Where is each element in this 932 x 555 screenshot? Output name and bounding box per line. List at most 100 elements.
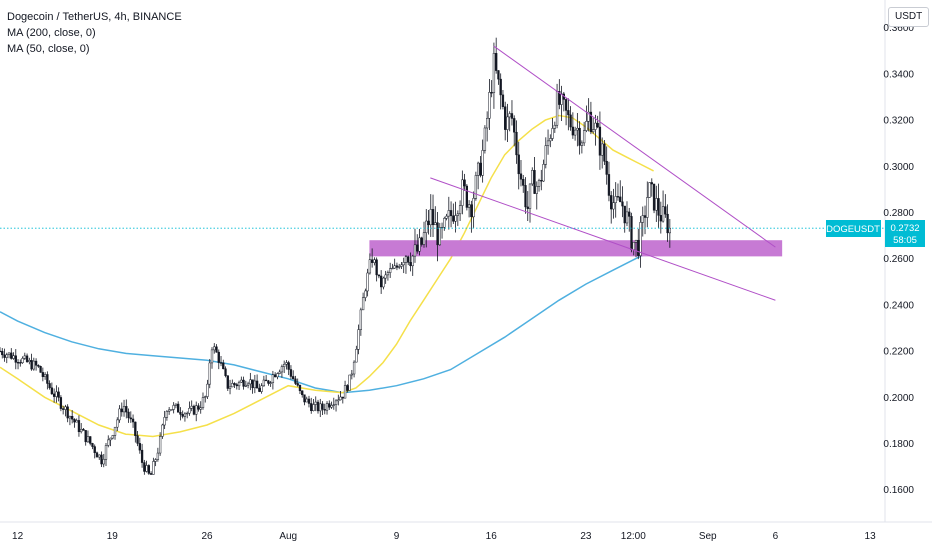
candle-body bbox=[16, 362, 20, 364]
candle-body bbox=[382, 277, 385, 288]
candle-body bbox=[497, 70, 500, 80]
candle-body bbox=[102, 459, 105, 465]
candle-body bbox=[393, 265, 396, 269]
candle-body bbox=[183, 413, 187, 417]
candle-body bbox=[564, 99, 568, 111]
candle-body bbox=[337, 399, 340, 402]
candle-body bbox=[91, 443, 94, 447]
time-axis[interactable]: 12 19 26 Aug 9 16 23 12:00 Sep 6 13 bbox=[12, 531, 876, 542]
candle-body bbox=[470, 204, 473, 218]
candle-body bbox=[125, 406, 128, 413]
candle-body bbox=[501, 94, 505, 107]
candle-body bbox=[134, 421, 137, 436]
candle-body bbox=[427, 220, 430, 226]
candle-body bbox=[355, 349, 358, 363]
candle-body bbox=[576, 127, 579, 131]
candle-body bbox=[80, 428, 83, 433]
candle-body bbox=[201, 397, 205, 409]
candle-body bbox=[213, 346, 216, 351]
candle-body bbox=[264, 379, 268, 382]
candle-body bbox=[614, 196, 617, 203]
currency-badge[interactable]: USDT bbox=[888, 7, 930, 27]
candle-body bbox=[122, 406, 126, 413]
ma50-legend[interactable]: MA (50, close, 0) bbox=[7, 43, 90, 55]
candle-body bbox=[431, 209, 435, 226]
candle-body bbox=[474, 175, 478, 199]
candle-body bbox=[192, 405, 196, 415]
candle-body bbox=[55, 391, 58, 397]
candle-body bbox=[14, 355, 17, 363]
candle-body bbox=[0, 350, 2, 353]
candle-body bbox=[571, 126, 575, 136]
ma50-line-group bbox=[0, 114, 654, 438]
candle-body bbox=[21, 358, 24, 363]
y-tick-label: 0.2400 bbox=[883, 300, 914, 311]
candle-body bbox=[380, 275, 383, 288]
candle-body bbox=[589, 111, 593, 133]
price-label-box bbox=[885, 220, 925, 247]
candle-body bbox=[553, 124, 556, 129]
candle-body bbox=[504, 106, 507, 130]
candle-body bbox=[251, 379, 254, 389]
candle-body bbox=[418, 237, 421, 252]
candle-body bbox=[280, 366, 284, 373]
candle-body bbox=[260, 385, 263, 392]
candle-body bbox=[603, 143, 606, 162]
candle-body bbox=[296, 383, 299, 386]
y-tick-label: 0.2800 bbox=[883, 208, 914, 219]
candle-body bbox=[154, 459, 157, 462]
candle-body bbox=[292, 376, 295, 380]
candle-body bbox=[598, 126, 602, 156]
y-tick-label: 0.3000 bbox=[883, 162, 914, 173]
candle-body bbox=[25, 355, 29, 363]
symbol-title[interactable]: Dogecoin / TetherUS, 4h, BINANCE bbox=[7, 11, 182, 23]
candle-body bbox=[278, 371, 281, 374]
candle-body bbox=[416, 244, 419, 252]
candle-body bbox=[206, 383, 209, 397]
x-tick-label: 12 bbox=[12, 531, 24, 542]
candle-body bbox=[158, 436, 162, 454]
ma50-line bbox=[0, 114, 654, 438]
candle-body bbox=[517, 154, 520, 175]
candle-body bbox=[668, 227, 671, 234]
candle-body bbox=[249, 379, 252, 385]
candle-body bbox=[240, 379, 243, 383]
candle-body bbox=[197, 405, 200, 410]
ma200-legend[interactable]: MA (200, close, 0) bbox=[7, 27, 96, 39]
candle-body bbox=[389, 268, 392, 273]
candle-body bbox=[107, 439, 110, 446]
candle-body bbox=[540, 180, 543, 182]
candle-body bbox=[219, 362, 223, 364]
candle-body bbox=[634, 239, 638, 243]
candle-body bbox=[339, 396, 342, 401]
candle-body bbox=[425, 220, 428, 233]
candle-body bbox=[330, 405, 333, 408]
candle-body bbox=[143, 462, 146, 472]
candle-body bbox=[73, 418, 76, 423]
candle-body bbox=[391, 267, 394, 270]
price-axis[interactable]: 0.3600 0.3400 0.3200 0.3000 0.2800 0.2600 0.24… bbox=[883, 23, 914, 496]
candle-body bbox=[524, 185, 527, 208]
candle-body bbox=[551, 128, 554, 139]
candle-body bbox=[64, 406, 67, 410]
candle-body bbox=[138, 443, 141, 451]
candle-body bbox=[533, 170, 536, 194]
candle-body bbox=[226, 375, 229, 389]
candle-body bbox=[519, 173, 523, 180]
candle-body bbox=[120, 408, 123, 413]
candle-body bbox=[181, 414, 184, 417]
candle-body bbox=[655, 198, 658, 211]
support-zone-group bbox=[369, 240, 783, 257]
candle-body bbox=[454, 215, 457, 222]
candle-body bbox=[373, 259, 376, 263]
candle-body bbox=[131, 418, 135, 423]
candle-body bbox=[377, 274, 381, 277]
candle-body bbox=[325, 403, 329, 411]
candle-body bbox=[650, 182, 653, 185]
candle-body bbox=[515, 131, 518, 156]
candle-body bbox=[350, 373, 353, 376]
candle-body bbox=[384, 274, 387, 279]
candle-body bbox=[666, 213, 669, 234]
